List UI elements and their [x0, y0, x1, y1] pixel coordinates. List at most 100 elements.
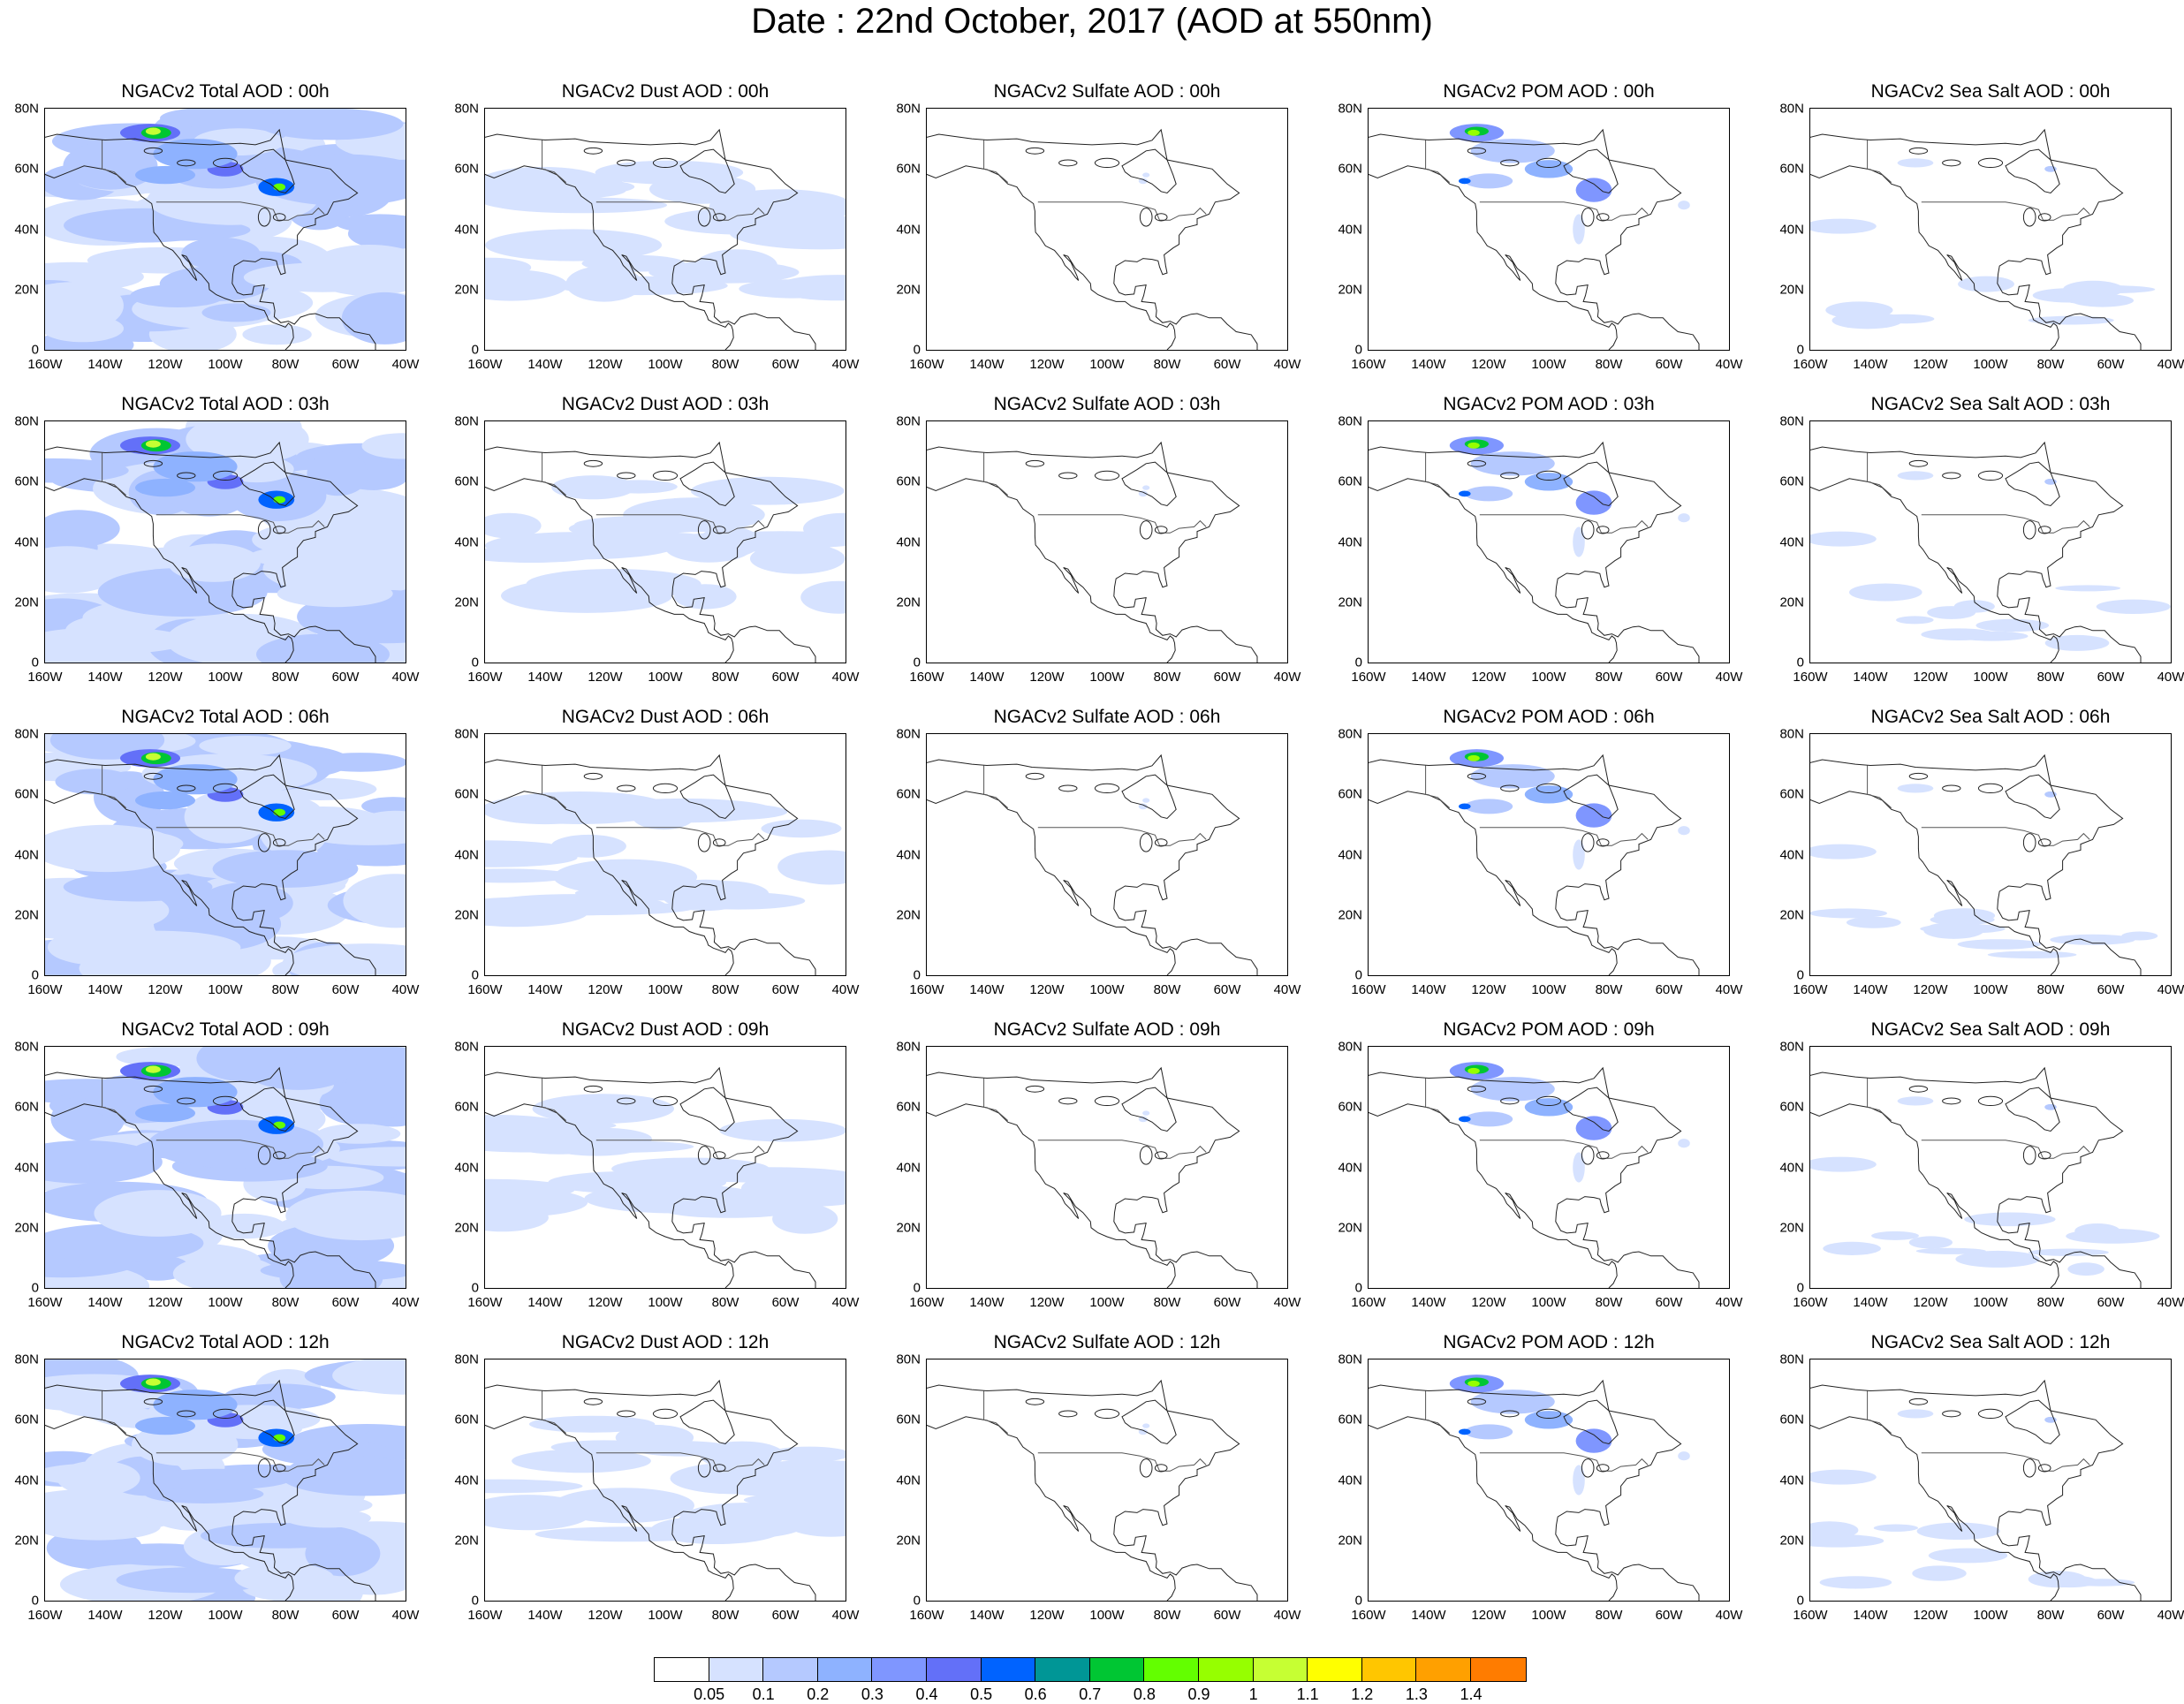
coastline [45, 441, 376, 663]
lake-outline [1154, 838, 1168, 847]
lat-tick-label: 80N [1779, 1352, 1804, 1367]
aod-field-patch [1138, 1116, 1148, 1123]
lat-tick-label: 20N [14, 1533, 39, 1549]
aod-field-patch [243, 262, 401, 292]
lat-tick-label: 40N [14, 534, 39, 549]
lon-tick-label: 40W [391, 670, 420, 685]
colorbar-swatch [1470, 1658, 1526, 1681]
lake-outline [1094, 1408, 1120, 1420]
lon-tick-label: 40W [831, 982, 860, 997]
lat-tick-label: 80N [454, 1039, 479, 1055]
aod-field-patch [695, 249, 778, 283]
lat-tick-label: 80N [896, 1039, 921, 1055]
aod-field-patch [1678, 201, 1690, 210]
political-border-line [1921, 1452, 2090, 1472]
coastline [1810, 1416, 2059, 1601]
aod-field-patch [2055, 585, 2121, 592]
lake-outline [1139, 208, 1153, 227]
coastline [1369, 1416, 1618, 1601]
lon-tick-label: 100W [1531, 1608, 1566, 1623]
political-border-line [1867, 452, 1892, 496]
aod-field-patch [45, 626, 189, 655]
aod-field-patch [273, 808, 286, 816]
panel-title: NGACv2 Sulfate AOD : 00h [993, 81, 1221, 102]
aod-field-patch [1459, 490, 1471, 497]
coastline [45, 754, 376, 975]
lat-tick-label: 60N [454, 473, 479, 489]
political-border-line [542, 1390, 567, 1434]
panel-title: NGACv2 Dust AOD : 09h [561, 1019, 770, 1040]
lake-outline [712, 213, 726, 222]
lon-tick-label: 40W [1715, 1608, 1743, 1623]
lon-tick-label: 160W [1351, 670, 1386, 685]
lake-outline [143, 1397, 163, 1405]
aod-field-patch [1810, 1156, 1877, 1172]
colorbar-swatch [872, 1658, 927, 1681]
aod-field-patch [360, 876, 406, 910]
lake-outline [697, 1146, 711, 1165]
lat-tick-label: 80N [454, 726, 479, 742]
lon-tick-label: 60W [2097, 982, 2125, 997]
lon-tick-label: 80W [1153, 357, 1181, 372]
lake-outline [712, 526, 726, 534]
aod-field-patch [361, 797, 406, 815]
aod-field-patch [61, 284, 124, 328]
aod-field-patch [1142, 172, 1150, 178]
lat-tick-label: 60N [454, 161, 479, 177]
coastline [485, 754, 816, 975]
map-area [1809, 733, 2172, 976]
map-area [926, 733, 1288, 976]
lon-tick-label: 60W [1213, 1608, 1241, 1623]
aod-field-patch [2067, 1262, 2104, 1276]
lon-tick-label: 160W [1793, 982, 1828, 997]
aod-field-patch [2065, 285, 2156, 294]
lon-tick-label: 60W [771, 357, 800, 372]
panel-title: NGACv2 Sea Salt AOD : 12h [1870, 1332, 2111, 1352]
lake-outline [1025, 1397, 1045, 1405]
lon-tick-label: 40W [2157, 982, 2184, 997]
lake-outline [712, 838, 726, 847]
lat-tick-label: 60N [1779, 1412, 1804, 1428]
aod-field-patch [335, 214, 406, 233]
lake-outline [1536, 1095, 1562, 1107]
lon-tick-label: 40W [2157, 1295, 2184, 1310]
lat-tick-label: 20N [14, 907, 39, 923]
aod-field-patch [1573, 526, 1585, 557]
coastline [45, 1379, 376, 1601]
political-border-line [1425, 140, 1451, 183]
aod-field-patch [145, 127, 161, 135]
aod-field-patch [242, 324, 312, 345]
lake-outline [1536, 1408, 1562, 1420]
lat-tick-label: 0 [1354, 655, 1362, 670]
aod-field-patch [532, 1094, 674, 1124]
lon-tick-label: 160W [909, 1608, 944, 1623]
lon-tick-label: 120W [588, 1608, 623, 1623]
map-area [1809, 420, 2172, 663]
lon-tick-label: 120W [1029, 670, 1065, 685]
aod-field-patch [1955, 631, 2029, 641]
aod-field-patch [212, 850, 359, 888]
colorbar-tick-label: 0.9 [1187, 1685, 1210, 1703]
lat-tick-label: 40N [1779, 1160, 1804, 1175]
lon-tick-label: 60W [2097, 670, 2125, 685]
lat-tick-label: 40N [454, 534, 479, 549]
map-area [44, 1046, 406, 1289]
map-panel: NGACv2 Dust AOD : 09h 80N 60N 40N 20N 0 160W 14… [454, 1019, 859, 1310]
coastline [1369, 1066, 1700, 1288]
lat-tick-label: 20N [454, 907, 479, 923]
aod-field-patch [273, 1434, 286, 1442]
lat-tick-label: 0 [471, 967, 479, 983]
aod-field-patch [1575, 1428, 1612, 1453]
lake-outline [2037, 1464, 2051, 1473]
lake-outline [1536, 157, 1562, 169]
lat-tick-label: 0 [913, 1280, 921, 1296]
lon-tick-label: 140W [527, 357, 563, 372]
lat-tick-label: 0 [1796, 967, 1804, 983]
lake-outline [652, 1095, 679, 1107]
lake-outline [617, 472, 636, 480]
lon-tick-label: 80W [711, 670, 739, 685]
lat-tick-label: 20N [1338, 1220, 1362, 1236]
lon-tick-label: 140W [1853, 357, 1888, 372]
political-border-line [1037, 514, 1207, 534]
